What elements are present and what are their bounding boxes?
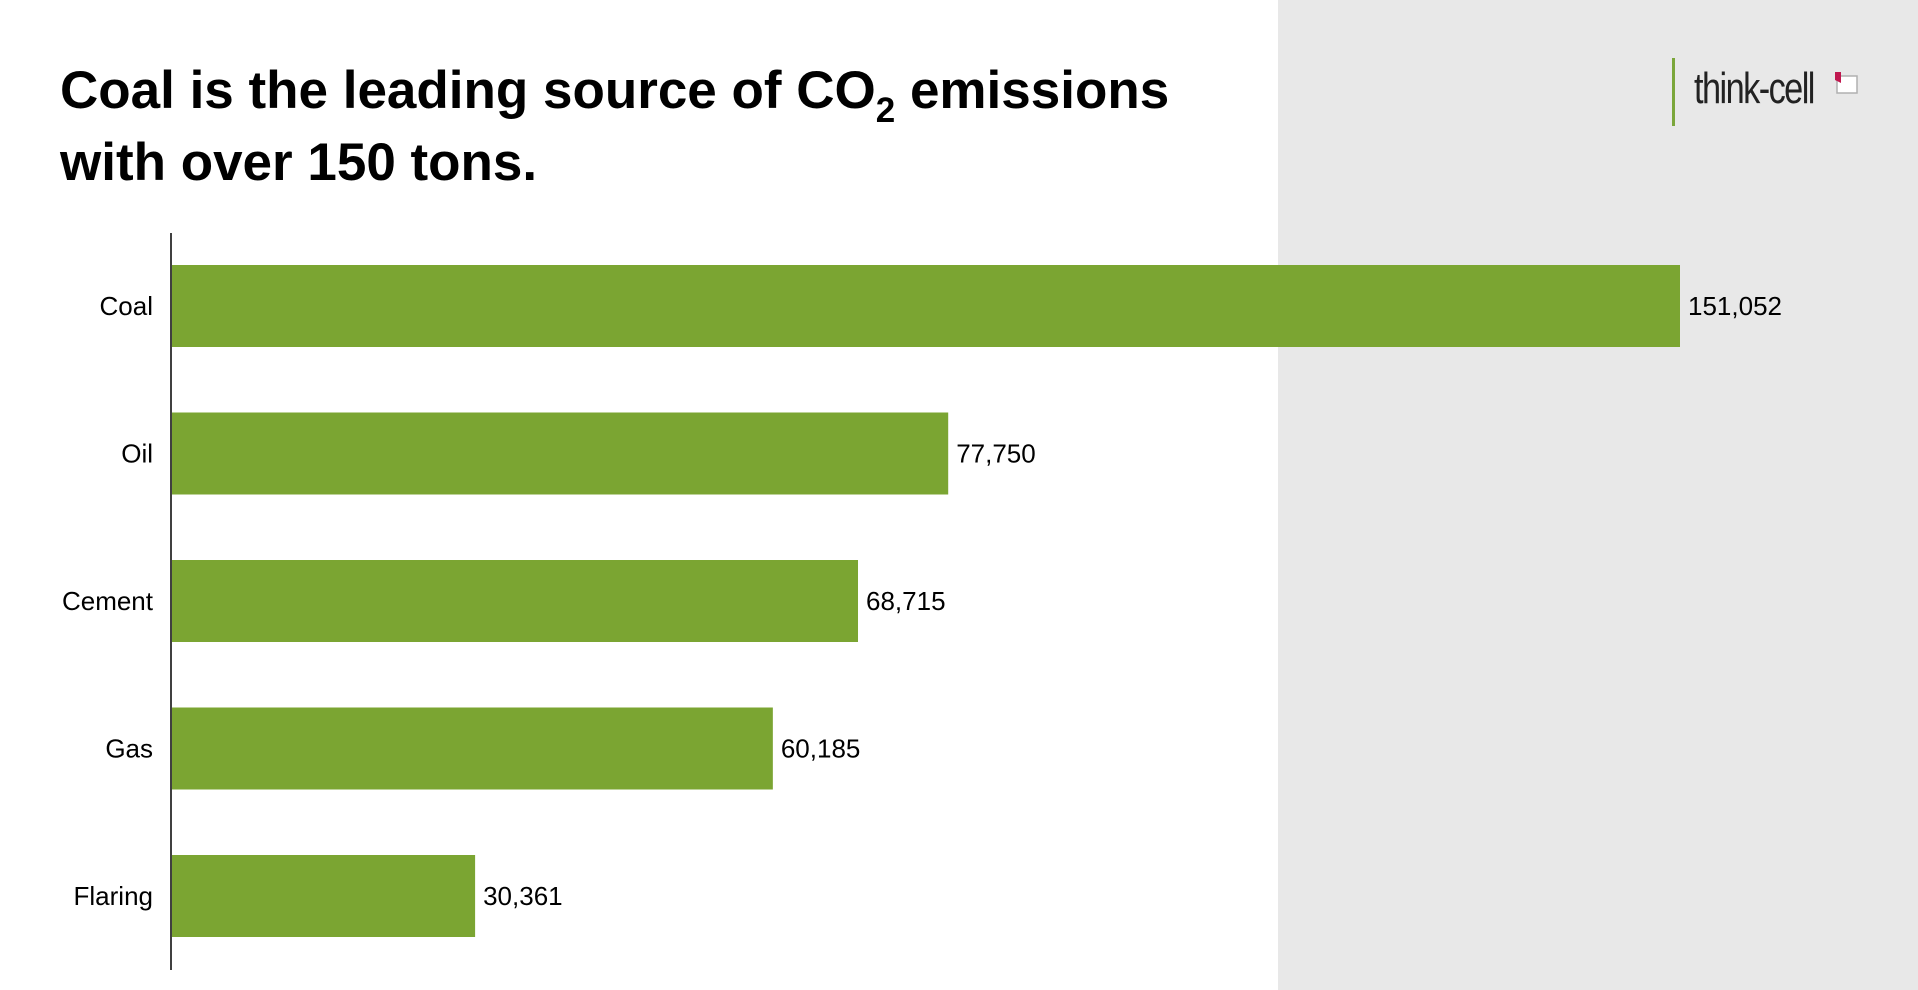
value-label-coal: 151,052 [1688,291,1782,321]
category-label-coal: Coal [100,291,153,321]
background-panel [1278,0,1918,990]
bar-coal [172,265,1680,347]
category-label-gas: Gas [105,734,153,764]
bar-gas [172,707,773,790]
title-text-part2: emissions with over 150 tons. [60,61,1170,192]
logo-text: think-cell [1694,64,1815,113]
title-subscript: 2 [875,91,896,130]
bar-cement [172,560,859,642]
logo-mark-icon [1835,72,1858,94]
value-label-gas: 60,185 [781,734,861,764]
value-label-flaring: 30,361 [483,881,563,911]
bar-oil [172,412,949,495]
bars-group: Coal 151,052 Oil 77,750 Cement 68,715 Gas 60,18… [62,265,1782,937]
category-label-cement: Cement [62,586,154,616]
bar-chart: Coal 151,052 Oil 77,750 Cement 68,715 Gas 60,18… [62,233,1782,970]
page-title: Coal is the leading source of CO2 emissi… [60,58,1260,196]
category-label-flaring: Flaring [74,881,153,911]
title-text-part1: Coal is the leading source of CO [60,61,876,120]
bar-flaring [172,855,476,937]
value-label-oil: 77,750 [956,439,1036,469]
logo-accent-bar [1672,58,1675,126]
category-label-oil: Oil [121,439,153,469]
value-label-cement: 68,715 [866,586,946,616]
